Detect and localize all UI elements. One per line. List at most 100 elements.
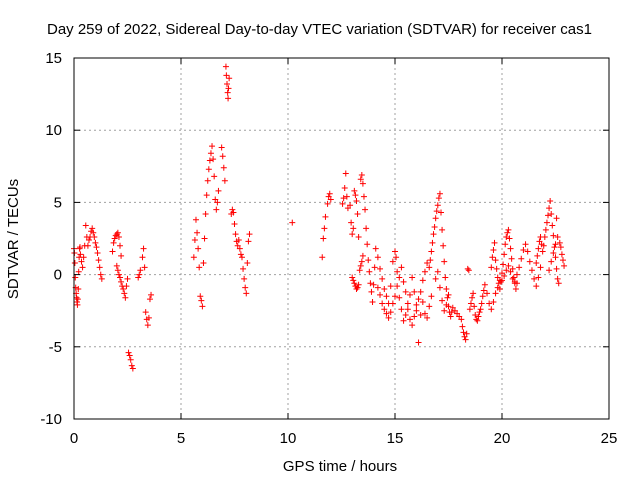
data-point — [145, 314, 152, 321]
data-point — [553, 215, 560, 222]
data-point — [242, 284, 249, 291]
data-point — [434, 268, 441, 275]
data-point — [327, 196, 334, 203]
data-point — [353, 197, 360, 204]
data-point — [404, 306, 411, 313]
data-point — [389, 300, 396, 307]
data-point — [356, 267, 363, 274]
data-point — [427, 257, 434, 264]
data-point — [474, 317, 481, 324]
data-point — [459, 323, 466, 330]
data-point — [512, 286, 519, 293]
data-point — [516, 264, 523, 271]
plot-frame — [73, 57, 610, 420]
data-point — [417, 312, 424, 319]
data-point — [364, 241, 371, 248]
data-point — [79, 264, 86, 271]
data-point — [245, 238, 252, 245]
data-point — [546, 205, 553, 212]
data-point — [84, 242, 91, 249]
data-point — [489, 254, 496, 261]
data-point — [96, 264, 103, 271]
data-point — [522, 241, 529, 248]
data-point — [392, 293, 398, 300]
data-point — [349, 231, 356, 238]
x-tick-label: 15 — [387, 430, 404, 447]
data-point — [236, 245, 243, 252]
data-point — [139, 254, 146, 261]
data-point — [559, 257, 566, 264]
data-point — [240, 265, 247, 272]
tick-labels: 0 5 10 15 20 25 -10 -5 0 5 10 15 — [40, 50, 617, 447]
data-point — [351, 187, 358, 194]
data-point — [492, 257, 499, 264]
data-point — [146, 296, 153, 303]
x-tick-label: 25 — [601, 430, 618, 447]
data-point — [366, 268, 373, 275]
y-tick-label: -5 — [49, 339, 62, 356]
data-point — [472, 312, 479, 319]
data-point — [421, 268, 428, 275]
data-point — [493, 265, 500, 272]
data-point — [225, 95, 232, 102]
data-point — [409, 274, 416, 281]
data-point — [436, 190, 443, 197]
data-point — [554, 234, 561, 241]
data-point — [195, 245, 202, 252]
data-point — [196, 264, 203, 271]
data-point — [222, 63, 229, 70]
data-point — [379, 300, 386, 307]
data-point — [142, 309, 149, 316]
data-point — [520, 247, 527, 254]
data-point — [190, 254, 197, 261]
data-point — [490, 299, 497, 306]
data-point — [371, 264, 378, 271]
data-point — [500, 261, 507, 268]
data-point — [109, 248, 116, 255]
data-point — [424, 260, 431, 267]
data-point — [463, 330, 470, 337]
data-point — [469, 294, 476, 301]
data-point — [368, 288, 375, 295]
data-point — [561, 262, 568, 269]
data-point — [243, 290, 250, 297]
data-point — [117, 274, 124, 281]
data-point — [535, 245, 542, 252]
data-point — [75, 286, 82, 293]
data-point — [117, 242, 124, 249]
data-point — [466, 306, 473, 313]
data-point — [415, 339, 422, 346]
data-point — [321, 225, 328, 232]
data-point — [387, 283, 394, 290]
data-point — [398, 306, 405, 313]
data-point — [439, 297, 446, 304]
axis-ticks — [73, 57, 610, 420]
data-point — [118, 278, 125, 285]
data-point — [201, 235, 208, 242]
data-point — [351, 280, 358, 287]
data-point — [74, 301, 81, 308]
data-point — [213, 206, 220, 213]
data-point — [488, 264, 495, 271]
data-point — [374, 284, 381, 291]
data-point — [235, 236, 242, 243]
data-point — [214, 199, 221, 206]
data-point — [548, 210, 555, 217]
data-point — [511, 278, 518, 285]
data-point — [98, 275, 105, 282]
data-point — [220, 164, 227, 171]
data-point — [481, 281, 488, 288]
data-point — [550, 232, 557, 239]
data-point — [365, 257, 372, 264]
data-point — [557, 244, 564, 251]
data-point — [209, 143, 216, 150]
data-point — [198, 297, 205, 304]
data-point — [349, 274, 356, 281]
data-point — [140, 245, 147, 252]
data-point — [436, 284, 443, 291]
data-point — [558, 251, 565, 258]
data-point — [443, 286, 450, 293]
data-point — [475, 313, 482, 320]
data-point — [513, 271, 520, 278]
data-point — [113, 262, 120, 269]
